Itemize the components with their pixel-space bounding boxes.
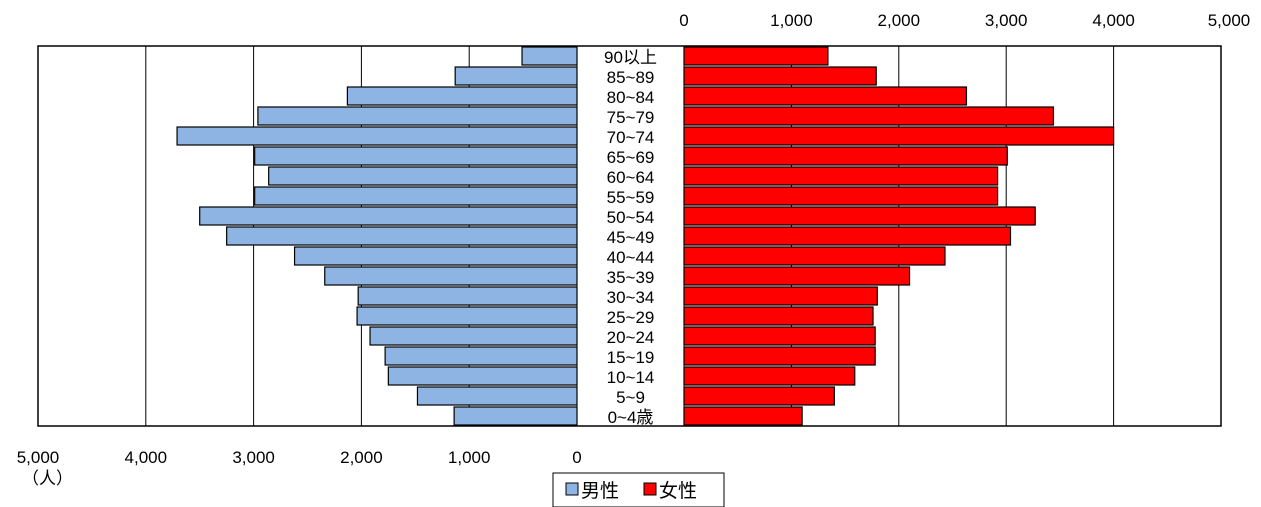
tick-right-4: 4,000 [1092,11,1135,30]
age-label-18: 90以上 [604,48,657,67]
tick-left-4: 1,000 [448,448,491,467]
age-label-13: 65~69 [607,148,655,167]
bar-female-8 [683,246,946,266]
age-label-0: 0~4歳 [608,408,654,427]
bar-female-13 [683,146,1008,166]
bar-male-5 [356,306,578,326]
legend-box [552,472,725,507]
bar-male-16 [346,86,578,106]
bar-male-8 [293,246,578,266]
bar-female-6 [683,286,878,306]
legend-label-female: 女性 [659,480,697,502]
bar-female-2 [683,366,856,386]
bar-male-7 [324,266,578,286]
age-label-9: 45~49 [607,228,655,247]
bar-female-4 [683,326,876,346]
tick-right-0: 0 [679,11,688,30]
age-label-16: 80~84 [607,88,655,107]
legend-swatch-male [565,482,579,496]
age-label-1: 5~9 [616,388,645,407]
bar-female-11 [683,186,999,206]
age-labels: 0~4歳5~910~1415~1920~2425~2930~3435~3940~… [604,48,657,427]
age-label-4: 20~24 [607,328,655,347]
bar-female-3 [683,346,876,366]
legend-swatch-female [643,482,657,496]
age-label-6: 30~34 [607,288,655,307]
age-label-5: 25~29 [607,308,655,327]
age-label-17: 85~89 [607,68,655,87]
bar-male-4 [369,326,578,346]
tick-right-2: 2,000 [878,11,921,30]
tick-right-5: 5,000 [1208,11,1251,30]
bar-male-11 [254,186,578,206]
bar-male-15 [257,106,578,126]
bar-male-0 [453,406,578,426]
bar-male-18 [521,46,578,66]
age-label-2: 10~14 [607,368,655,387]
bar-male-17 [454,66,578,86]
age-label-8: 40~44 [607,248,655,267]
age-label-7: 35~39 [607,268,655,287]
bar-female-18 [683,46,829,66]
bar-male-12 [268,166,578,186]
tick-left-3: 2,000 [340,448,383,467]
bar-female-1 [683,386,835,406]
tick-left-1: 4,000 [125,448,168,467]
bar-male-3 [384,346,578,366]
bar-male-2 [387,366,578,386]
tick-left-5: 0 [572,448,581,467]
bar-female-16 [683,86,968,106]
age-label-10: 50~54 [607,208,655,227]
left-axis-ticks: 5,000 4,000 3,000 2,000 1,000 0 [17,448,582,467]
age-label-15: 75~79 [607,108,655,127]
legend-label-male: 男性 [581,480,619,502]
bar-male-14 [176,126,578,146]
tick-left-2: 3,000 [232,448,275,467]
bar-female-15 [683,106,1055,126]
bar-female-0 [683,406,803,426]
age-label-12: 60~64 [607,168,655,187]
age-label-3: 15~19 [607,348,655,367]
legend: 男性 女性 [552,472,725,507]
tick-right-3: 3,000 [985,11,1028,30]
bar-male-9 [226,226,578,246]
bar-female-7 [683,266,911,286]
age-label-14: 70~74 [607,128,655,147]
bar-male-1 [416,386,578,406]
tick-right-1: 1,000 [770,11,813,30]
bar-male-10 [199,206,578,226]
bar-male-13 [254,146,578,166]
bar-female-10 [683,206,1036,226]
age-label-11: 55~59 [607,188,655,207]
unit-label: （人） [22,469,73,488]
bar-female-9 [683,226,1012,246]
male-bars [176,46,578,426]
bar-female-17 [683,66,877,86]
female-bars [683,46,1115,426]
bar-female-12 [683,166,999,186]
right-axis-ticks: 0 1,000 2,000 3,000 4,000 5,000 [679,11,1250,30]
bar-male-6 [357,286,578,306]
tick-left-0: 5,000 [17,448,60,467]
bar-female-5 [683,306,874,326]
bar-female-14 [683,126,1115,146]
